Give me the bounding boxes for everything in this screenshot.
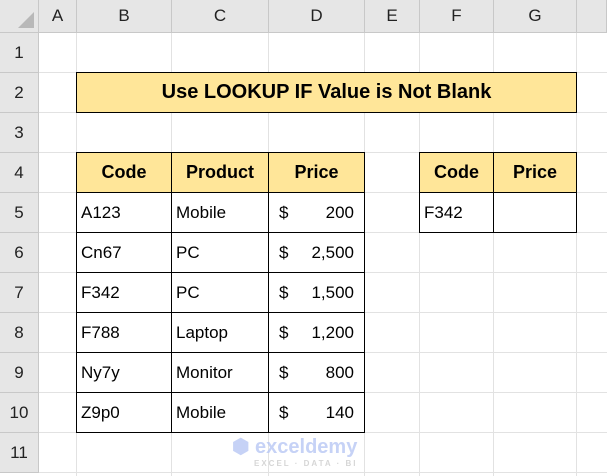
code-cell[interactable]: F342 bbox=[76, 272, 172, 313]
row-header-9[interactable]: 9 bbox=[0, 353, 39, 393]
watermark-name: exceldemy bbox=[255, 436, 358, 458]
column-header-F[interactable]: F bbox=[420, 0, 494, 33]
table-header-price: Price bbox=[268, 152, 365, 193]
row-header-1[interactable]: 1 bbox=[0, 33, 39, 73]
row-header-8[interactable]: 8 bbox=[0, 313, 39, 353]
price-value: 140 bbox=[325, 402, 354, 422]
code-cell[interactable]: Z9p0 bbox=[76, 392, 172, 433]
column-header-G[interactable]: G bbox=[494, 0, 577, 33]
lookup-header-price: Price bbox=[493, 152, 577, 193]
product-cell[interactable]: Laptop bbox=[171, 312, 269, 353]
currency-symbol: $ bbox=[279, 282, 289, 302]
row-header-2[interactable]: 2 bbox=[0, 73, 39, 113]
gridline bbox=[576, 33, 577, 476]
column-header-B[interactable]: B bbox=[77, 0, 172, 33]
product-cell[interactable]: Monitor bbox=[171, 352, 269, 393]
gridline bbox=[419, 33, 420, 476]
currency-symbol: $ bbox=[279, 322, 289, 342]
code-cell[interactable]: A123 bbox=[76, 192, 172, 233]
price-value: 200 bbox=[325, 202, 354, 222]
product-cell[interactable]: Mobile bbox=[171, 192, 269, 233]
gridline bbox=[493, 33, 494, 476]
price-value: 1,200 bbox=[311, 322, 354, 342]
currency-symbol: $ bbox=[279, 402, 289, 422]
row-header-5[interactable]: 5 bbox=[0, 193, 39, 233]
price-value: 1,500 bbox=[311, 282, 354, 302]
lookup-code-cell[interactable]: F342 bbox=[419, 192, 494, 233]
column-header-partial[interactable] bbox=[577, 0, 607, 33]
price-cell[interactable]: $800 bbox=[268, 352, 365, 393]
column-header-D[interactable]: D bbox=[269, 0, 365, 33]
price-cell[interactable]: $1,500 bbox=[268, 272, 365, 313]
product-cell[interactable]: PC bbox=[171, 272, 269, 313]
code-cell[interactable]: F788 bbox=[76, 312, 172, 353]
row-header-7[interactable]: 7 bbox=[0, 273, 39, 313]
table-header-code: Code bbox=[76, 152, 172, 193]
gridline bbox=[39, 472, 607, 473]
column-header-E[interactable]: E bbox=[365, 0, 420, 33]
row-header-10[interactable]: 10 bbox=[0, 393, 39, 433]
row-header-6[interactable]: 6 bbox=[0, 233, 39, 273]
row-header-4[interactable]: 4 bbox=[0, 153, 39, 193]
currency-symbol: $ bbox=[279, 202, 289, 222]
price-cell[interactable]: $140 bbox=[268, 392, 365, 433]
table-header-product: Product bbox=[171, 152, 269, 193]
select-all-triangle-icon bbox=[18, 12, 34, 28]
currency-symbol: $ bbox=[279, 242, 289, 262]
column-header-C[interactable]: C bbox=[172, 0, 269, 33]
column-header-A[interactable]: A bbox=[39, 0, 77, 33]
currency-symbol: $ bbox=[279, 362, 289, 382]
title-banner: Use LOOKUP IF Value is Not Blank bbox=[76, 72, 577, 113]
row-header-11[interactable]: 11 bbox=[0, 433, 39, 473]
code-cell[interactable]: Ny7y bbox=[76, 352, 172, 393]
code-cell[interactable]: Cn67 bbox=[76, 232, 172, 273]
product-cell[interactable]: Mobile bbox=[171, 392, 269, 433]
price-cell[interactable]: $200 bbox=[268, 192, 365, 233]
product-cell[interactable]: PC bbox=[171, 232, 269, 273]
watermark-tagline: EXCEL · DATA · BI bbox=[254, 459, 358, 468]
select-all-button[interactable] bbox=[0, 0, 39, 33]
row-header-3[interactable]: 3 bbox=[0, 113, 39, 153]
exceldemy-watermark: ⬢ exceldemy EXCEL · DATA · BI bbox=[232, 436, 358, 468]
price-value: 800 bbox=[325, 362, 354, 382]
price-cell[interactable]: $1,200 bbox=[268, 312, 365, 353]
price-cell[interactable]: $2,500 bbox=[268, 232, 365, 273]
price-value: 2,500 bbox=[311, 242, 354, 262]
lookup-header-code: Code bbox=[419, 152, 494, 193]
lookup-price-cell[interactable] bbox=[493, 192, 577, 233]
